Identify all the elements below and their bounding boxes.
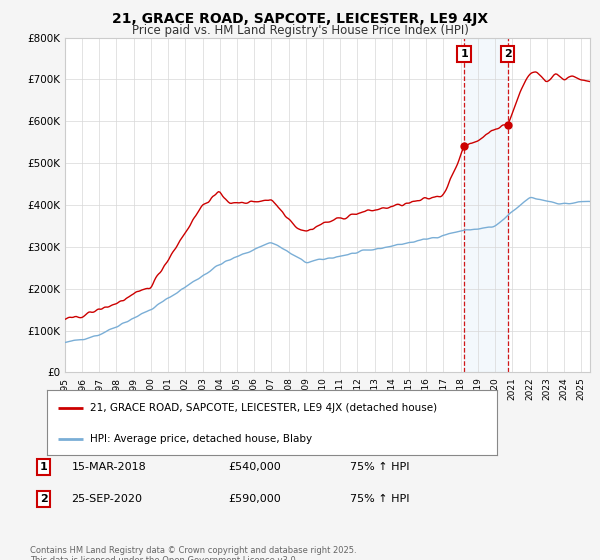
Text: £590,000: £590,000 — [229, 494, 281, 504]
Text: 1: 1 — [40, 462, 47, 472]
Text: Price paid vs. HM Land Registry's House Price Index (HPI): Price paid vs. HM Land Registry's House … — [131, 24, 469, 36]
Text: 21, GRACE ROAD, SAPCOTE, LEICESTER, LE9 4JX (detached house): 21, GRACE ROAD, SAPCOTE, LEICESTER, LE9 … — [89, 403, 437, 413]
Text: 2: 2 — [504, 49, 512, 59]
Text: 75% ↑ HPI: 75% ↑ HPI — [350, 462, 410, 472]
Text: 75% ↑ HPI: 75% ↑ HPI — [350, 494, 410, 504]
Text: 15-MAR-2018: 15-MAR-2018 — [71, 462, 146, 472]
Text: £540,000: £540,000 — [229, 462, 281, 472]
Text: HPI: Average price, detached house, Blaby: HPI: Average price, detached house, Blab… — [89, 434, 311, 444]
Text: 2: 2 — [40, 494, 47, 504]
Text: 25-SEP-2020: 25-SEP-2020 — [71, 494, 142, 504]
Text: Contains HM Land Registry data © Crown copyright and database right 2025.
This d: Contains HM Land Registry data © Crown c… — [30, 546, 356, 560]
Bar — [464, 38, 508, 372]
Text: 1: 1 — [460, 49, 468, 59]
Text: 21, GRACE ROAD, SAPCOTE, LEICESTER, LE9 4JX: 21, GRACE ROAD, SAPCOTE, LEICESTER, LE9 … — [112, 12, 488, 26]
